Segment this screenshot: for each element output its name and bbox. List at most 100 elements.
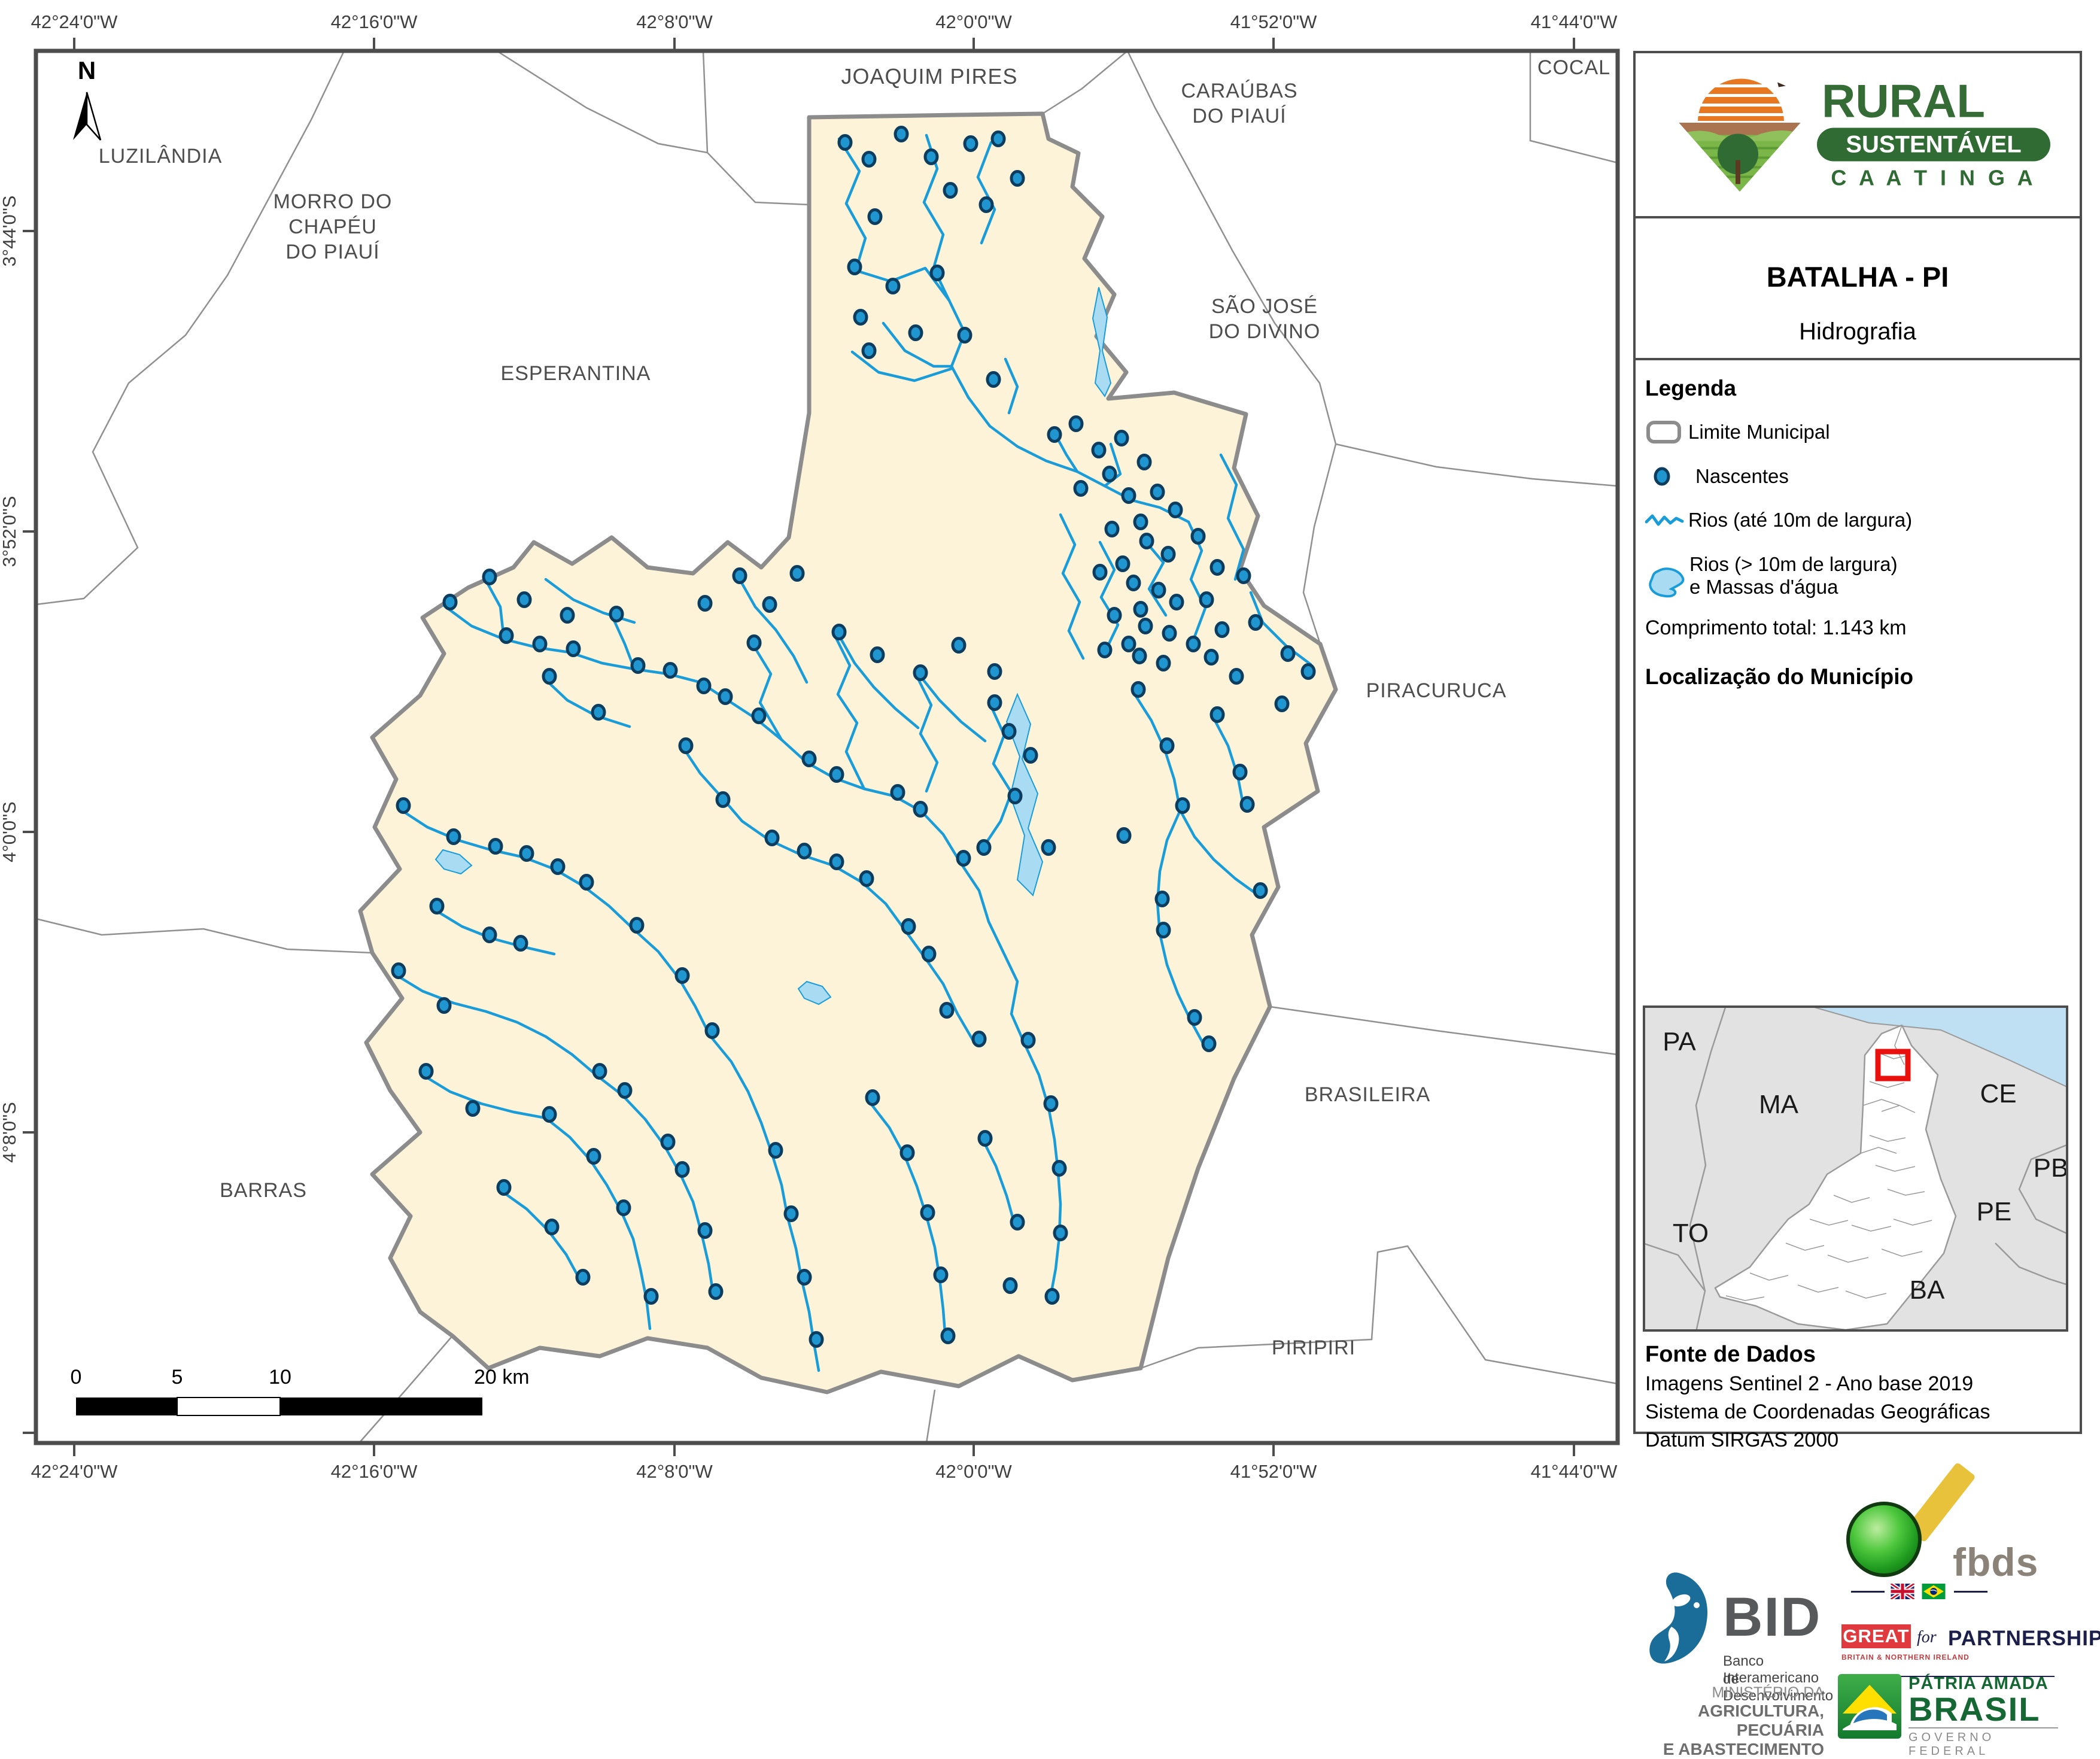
municipal-border-line xyxy=(1042,50,1128,115)
spring-dot xyxy=(429,898,445,915)
spring-dot xyxy=(977,1130,993,1147)
spring-dot xyxy=(921,946,937,962)
municipal-border-line xyxy=(1335,443,1618,487)
spring-dot-icon xyxy=(1654,467,1670,486)
spring-dot xyxy=(809,1331,824,1348)
spring-dot xyxy=(870,646,885,663)
spring-dot xyxy=(976,839,992,856)
spring-dot xyxy=(1186,636,1201,652)
spring-dot xyxy=(829,853,844,870)
coordinate-label: 41°52'0"W xyxy=(1230,1461,1318,1482)
spring-dot xyxy=(939,1002,955,1019)
river-line xyxy=(837,137,867,272)
spring-dot xyxy=(762,596,777,613)
cell-line xyxy=(1894,1025,1905,1065)
spring-dot xyxy=(1073,480,1089,497)
spring-dot xyxy=(1248,614,1263,631)
spring-dot xyxy=(630,657,646,674)
spring-dot xyxy=(943,182,958,199)
great-wordmark: GREAT xyxy=(1841,1624,1911,1648)
river-line xyxy=(800,1279,820,1372)
spring-dot xyxy=(446,828,461,845)
spring-dot xyxy=(516,591,532,608)
spring-dot xyxy=(1156,655,1171,672)
legend-heading: Legenda xyxy=(1645,376,1737,400)
legend-item-rios-largos: Rios (> 10m de largura) e Massas d'água xyxy=(1645,548,1898,603)
river-line xyxy=(594,1073,682,1175)
municipal-border-line xyxy=(702,50,810,206)
spring-dot xyxy=(1020,1032,1036,1049)
river-line xyxy=(1178,809,1259,896)
municipal-border-line xyxy=(35,50,345,606)
location-heading: Localização do Município xyxy=(1645,664,1914,689)
water-body-icon xyxy=(1649,567,1685,598)
spring-dot xyxy=(1236,567,1251,584)
spring-dot xyxy=(951,637,967,654)
scale-seg xyxy=(76,1398,177,1415)
wide-river-shape xyxy=(434,849,473,875)
municipality-label: BARRAS xyxy=(220,1179,307,1202)
spring-dot xyxy=(592,1063,607,1080)
inset-state-labels: PA MA CE PB PE TO BA xyxy=(1663,1027,2068,1305)
coordinate-label: 3°44'0"S xyxy=(0,196,20,267)
spring-dot xyxy=(894,126,909,142)
river-line xyxy=(976,141,996,245)
total-length: Comprimento total: 1.143 km xyxy=(1645,616,1907,639)
spring-dot xyxy=(609,606,624,622)
spring-dot xyxy=(837,134,853,151)
spring-dot xyxy=(1187,1009,1202,1026)
spring-dot xyxy=(913,801,928,818)
side-panel: RURAL SUSTENTÁVEL C A A T I N G A BATALH… xyxy=(1633,51,2100,1758)
river-line xyxy=(831,864,926,958)
uk-flag-icon xyxy=(1891,1584,1914,1599)
patria-amada: PÁTRIA AMADA xyxy=(1908,1674,2049,1693)
ministry-line: MINISTÉRIO DA xyxy=(1712,1684,1824,1701)
coordinate-label: 42°0'0"W xyxy=(935,1461,1012,1482)
spring-dot xyxy=(442,594,458,610)
river-line xyxy=(1004,357,1019,415)
legend-section: Legenda Limite Municipal Nascentes Rios … xyxy=(1636,360,2100,1758)
tree-icon xyxy=(1718,133,1758,175)
spring-dot xyxy=(1136,454,1152,470)
spring-dot xyxy=(1138,618,1153,634)
spring-dot xyxy=(499,627,514,644)
scale-seg xyxy=(177,1397,281,1416)
divider-line xyxy=(1954,1591,1987,1593)
spring-dot xyxy=(1239,796,1255,813)
spring-dot xyxy=(542,1106,557,1123)
river-line xyxy=(882,321,953,368)
legend-label: Limite Municipal xyxy=(1688,421,1830,443)
municipality-label: ESPERANTINA xyxy=(501,362,651,385)
spring-dot xyxy=(643,1288,659,1305)
spring-dot xyxy=(1092,564,1108,581)
river-line xyxy=(1158,932,1207,1049)
brand-line3: C A A T I N G A xyxy=(1831,166,2036,190)
spring-dot xyxy=(899,1144,915,1161)
spring-dot xyxy=(496,1179,512,1196)
governo-federal-logo: PÁTRIA AMADA BRASIL GOVERNO FEDERAL xyxy=(1838,1674,2077,1758)
spring-dot xyxy=(697,1222,713,1239)
spring-dot xyxy=(1201,1035,1217,1052)
municipal-border-line xyxy=(1302,443,1337,645)
river-line xyxy=(850,350,953,382)
location-inset-map: PA MA CE PB PE TO BA xyxy=(1642,1005,2069,1335)
spring-dot xyxy=(789,565,805,582)
spring-dot xyxy=(847,259,862,275)
river-line xyxy=(980,1135,1017,1228)
river-line xyxy=(805,761,896,798)
river-line xyxy=(484,1010,598,1077)
spring-dot xyxy=(1232,764,1248,780)
spring-dot xyxy=(1150,484,1165,500)
river-line xyxy=(834,635,866,791)
spring-dot xyxy=(1209,706,1225,723)
spring-dot xyxy=(978,196,994,213)
north-label: N xyxy=(78,56,96,84)
brand-line1: RURAL xyxy=(1822,75,1985,127)
river-line xyxy=(738,578,809,684)
spring-dot xyxy=(885,278,901,294)
river-line xyxy=(421,1073,548,1120)
spring-dot xyxy=(1175,797,1190,814)
spring-dot xyxy=(1280,645,1296,662)
spring-dot xyxy=(436,997,452,1014)
municipality-label: LUZILÂNDIA xyxy=(99,145,223,168)
